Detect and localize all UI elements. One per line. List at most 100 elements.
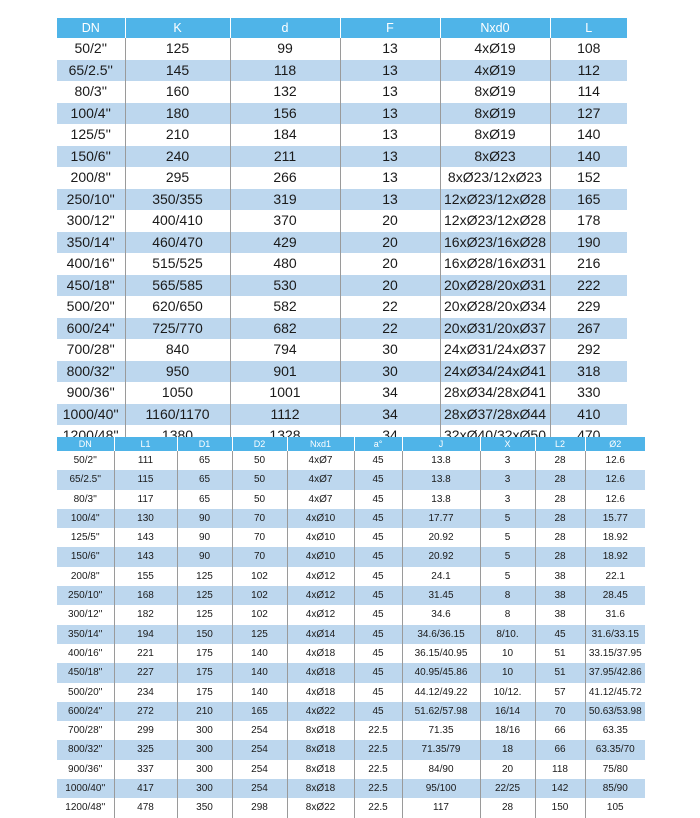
table-cell-l: 318 [549, 360, 627, 382]
table-row: 700/28'' 840 794 30 24xØ31/24xØ37 292 [57, 339, 627, 361]
table-cell-j: 20.92 [401, 528, 480, 548]
table-row: 1000/40'' 417 300 254 8xØ18 22.5 95/100 22/25 14… [57, 779, 645, 799]
table-cell-a: 45 [353, 566, 402, 587]
table-row: 400/16'' 221 175 140 4xØ18 45 36.15/40.95 10 51 3… [57, 643, 645, 664]
table-cell-dn: 500/20'' [66, 298, 115, 314]
table-cell-d1: 65 [176, 470, 232, 490]
table-cell-f: 13 [339, 38, 440, 60]
table-cell-l2: 66 [534, 740, 585, 760]
table-cell-k: 295 [124, 167, 230, 189]
table-cell-d: 582 [229, 296, 340, 318]
table-cell-dn: 900/36'' [66, 384, 115, 400]
table-header: DN K d F Nxd0 L [57, 18, 627, 38]
table-cell-d: 184 [229, 124, 340, 146]
column-header-angle: a° [354, 437, 403, 451]
table-cell-d2: 254 [231, 740, 287, 760]
table-row: 600/24'' 725/770 682 22 20xØ31/20xØ37 267 [57, 317, 627, 339]
table-cell-dn: 900/36'' [68, 763, 103, 775]
table-cell-k: 1160/1170 [124, 403, 230, 425]
table-cell-dn: 400/16'' [66, 255, 115, 271]
column-header-nxd1: Nxd1 [287, 437, 355, 451]
table-cell-d2: 70 [231, 508, 287, 529]
table-cell-k: 160 [124, 81, 230, 103]
table-cell-x: 10/12. [479, 682, 535, 702]
table-cell-a: 22.5 [353, 779, 402, 799]
table-cell-nxd1: 8xØ18 [286, 759, 354, 780]
table-cell-j: 40.95/45.86 [401, 663, 480, 683]
table-cell-j: 13.8 [401, 470, 480, 490]
table-cell-a: 22.5 [353, 740, 402, 760]
table-cell-a: 45 [353, 605, 402, 625]
table-cell-nxd1: 4xØ22 [286, 701, 354, 722]
table-cell-d1: 65 [176, 451, 232, 471]
valve-dimensions-table-container: DN L1 D1 D2 Nxd1 a° J X L2 Ø2 50/2'' 111 6… [57, 437, 645, 818]
table-cell-j: 34.6/36.15 [401, 624, 480, 644]
table-cell-d: 530 [229, 274, 340, 296]
table-row: 350/14'' 460/470 429 20 16xØ23/16xØ28 190 [57, 231, 627, 253]
table-row: 50/2'' 111 65 50 4xØ7 45 13.8 3 28 12.6 [57, 451, 645, 471]
table-cell-nxd0: 8xØ23/12xØ23 [439, 167, 550, 189]
table-row: 65/2.5'' 115 65 50 4xØ7 45 13.8 3 28 12.6 [57, 470, 645, 490]
flange-dimensions-table-container: DN K d F Nxd0 L 50/2'' 125 99 13 4xØ19 108 65/… [57, 18, 627, 447]
table-cell-f: 22 [339, 317, 440, 339]
table-cell-l: 216 [549, 253, 627, 275]
table-cell-l1: 221 [113, 643, 177, 664]
table-cell-d: 682 [229, 317, 340, 339]
table-cell-nxd0: 24xØ31/24xØ37 [439, 339, 550, 361]
table-cell-f: 13 [339, 59, 440, 81]
table-cell-l2: 28 [534, 470, 585, 490]
table-row: 350/14'' 194 150 125 4xØ14 45 34.6/36.15 8/10. 4… [57, 624, 645, 644]
table-cell-nxd0: 12xØ23/12xØ28 [439, 188, 550, 210]
table-cell-l2: 28 [534, 451, 585, 471]
table-cell-2: 18.92 [584, 547, 645, 567]
table-cell-dn: 80/3'' [74, 83, 108, 99]
table-cell-l2: 142 [534, 779, 585, 799]
table-cell-d1: 90 [176, 508, 232, 529]
table-cell-f: 13 [339, 81, 440, 103]
table-cell-f: 20 [339, 253, 440, 275]
table-cell-l2: 38 [534, 605, 585, 625]
table-row: 800/32'' 325 300 254 8xØ18 22.5 71.35/79 18 66 63… [57, 740, 645, 760]
table-cell-l1: 155 [113, 566, 177, 587]
table-cell-x: 5 [479, 566, 535, 587]
column-header-j: J [402, 437, 481, 451]
table-cell-x: 5 [479, 547, 535, 567]
table-cell-a: 22.5 [353, 721, 402, 741]
table-cell-l2: 150 [534, 798, 585, 818]
table-cell-2: 63.35 [584, 721, 645, 741]
table-cell-nxd0: 8xØ19 [439, 124, 550, 146]
table-cell-f: 34 [339, 403, 440, 425]
table-cell-d2: 102 [231, 586, 287, 606]
table-cell-d2: 102 [231, 566, 287, 587]
table-cell-d2: 165 [231, 701, 287, 722]
table-cell-dn: 700/28'' [68, 725, 103, 737]
column-header-d1: D1 [177, 437, 233, 451]
table-cell-j: 95/100 [401, 779, 480, 799]
table-cell-a: 45 [353, 489, 402, 509]
table-cell-a: 45 [353, 586, 402, 606]
table-row: 250/10'' 350/355 319 13 12xØ23/12xØ28 165 [57, 188, 627, 210]
table-cell-f: 20 [339, 210, 440, 232]
table-cell-nxd0: 4xØ19 [439, 59, 550, 81]
table-cell-dn: 100/4'' [70, 104, 111, 121]
table-cell-nxd1: 8xØ22 [286, 798, 354, 818]
table-cell-nxd1: 4xØ10 [286, 547, 354, 567]
table-cell-d2: 254 [231, 721, 287, 741]
table-cell-2: 31.6/33.15 [584, 624, 645, 644]
table-cell-2: 18.92 [584, 528, 645, 548]
table-cell-d: 480 [229, 253, 340, 275]
table-cell-f: 13 [339, 124, 440, 146]
table-cell-dn: 450/18'' [68, 667, 103, 679]
table-cell-l2: 28 [534, 489, 585, 509]
table-cell-a: 45 [353, 451, 402, 471]
table-cell-l2: 70 [534, 701, 585, 722]
table-cell-nxd1: 4xØ7 [286, 470, 354, 490]
table-cell-l: 165 [549, 188, 627, 210]
column-header-l1: L1 [114, 437, 178, 451]
table-cell-d: 211 [229, 145, 340, 167]
table-cell-d2: 254 [231, 779, 287, 799]
table-cell-x: 8 [479, 605, 535, 625]
table-row: 100/4'' 130 90 70 4xØ10 45 17.77 5 28 15.77 [57, 508, 645, 529]
table-cell-dn: 300/12'' [68, 609, 103, 621]
table-cell-dn: 100/4'' [70, 512, 100, 524]
